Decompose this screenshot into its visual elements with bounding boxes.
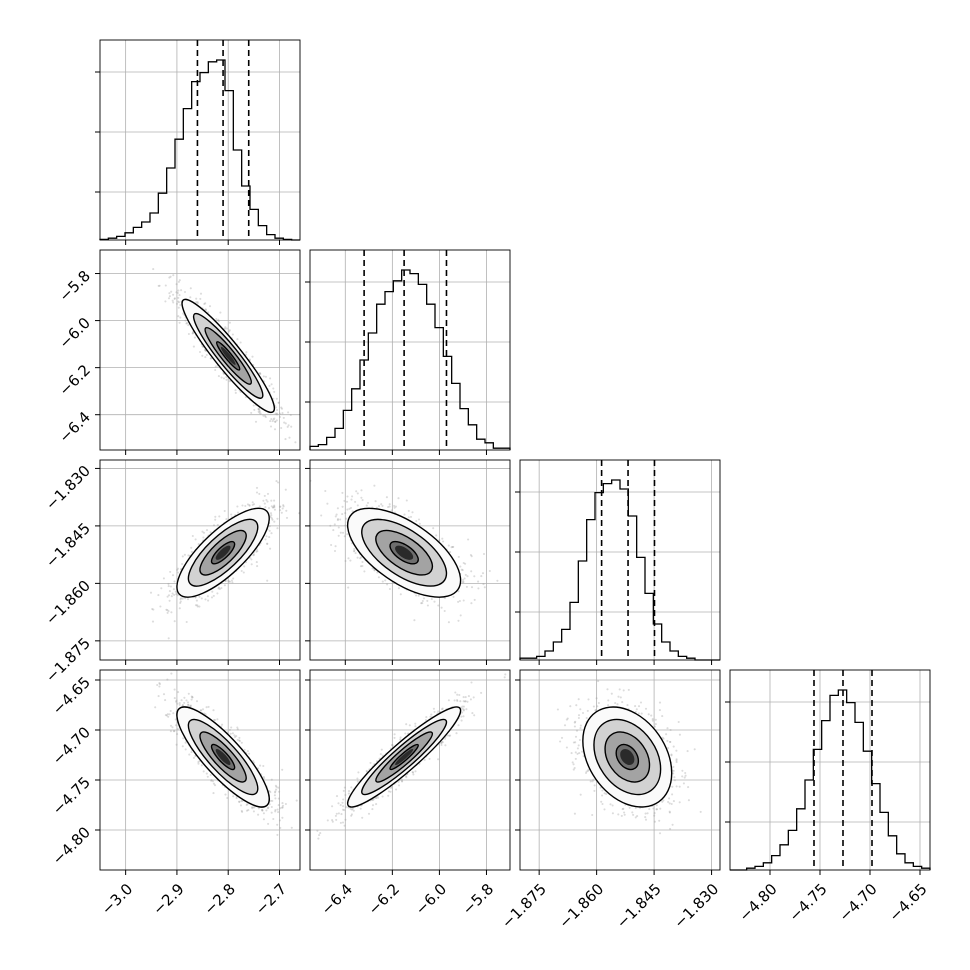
scatter-panel-2-3 bbox=[309, 459, 511, 661]
y-tick-label: −4.70 bbox=[49, 723, 94, 768]
contour-line bbox=[215, 341, 241, 371]
x-tick-label: −1.875 bbox=[498, 880, 550, 932]
x-tick-label: −3.0 bbox=[98, 880, 136, 918]
x-tick-label: −1.845 bbox=[613, 880, 665, 932]
x-tick-label: −4.70 bbox=[836, 880, 881, 925]
panel-frame bbox=[519, 669, 721, 871]
scatter-panel-2-4 bbox=[309, 669, 511, 871]
y-tick-label: −1.845 bbox=[42, 519, 94, 571]
scatter-panel-3-4 bbox=[519, 669, 721, 871]
contour-line bbox=[199, 529, 247, 576]
contour-line bbox=[176, 507, 270, 598]
contour-line bbox=[210, 743, 236, 771]
density-core bbox=[220, 346, 236, 365]
y-tick-label: −1.830 bbox=[42, 462, 94, 514]
histogram-panel-4 bbox=[725, 669, 931, 871]
contour-line bbox=[187, 518, 259, 587]
contour-line bbox=[199, 731, 247, 783]
histogram-steps bbox=[730, 689, 931, 871]
density-core bbox=[215, 748, 231, 766]
x-tick-label: −1.830 bbox=[670, 880, 722, 932]
contour-line bbox=[176, 706, 270, 808]
panel-frame bbox=[99, 669, 301, 871]
scatter-panel-1-2 bbox=[99, 249, 301, 451]
panel-frame bbox=[99, 39, 301, 241]
x-tick-label: −2.9 bbox=[149, 880, 187, 918]
contour-line bbox=[210, 540, 236, 565]
y-tick-label: −4.75 bbox=[49, 773, 94, 818]
panel-frame bbox=[309, 249, 511, 451]
x-tick-label: −6.2 bbox=[365, 880, 403, 918]
histogram-steps bbox=[519, 479, 720, 661]
histogram-steps bbox=[99, 59, 300, 241]
density-core bbox=[620, 748, 635, 766]
density-core bbox=[395, 748, 414, 766]
density-core bbox=[395, 545, 414, 560]
x-tick-label: −2.8 bbox=[200, 880, 238, 918]
x-tick-label: −4.75 bbox=[786, 880, 831, 925]
contour-line bbox=[615, 743, 640, 771]
histogram-panel-2 bbox=[305, 249, 511, 451]
y-tick-label: −6.2 bbox=[56, 361, 94, 399]
panel-frame bbox=[309, 459, 511, 661]
contour-line bbox=[361, 718, 448, 796]
panel-frame bbox=[99, 249, 301, 451]
contour-line bbox=[389, 743, 419, 771]
x-tick-label: −6.4 bbox=[318, 880, 356, 918]
contour-line bbox=[375, 529, 434, 576]
density-core bbox=[215, 545, 231, 560]
panel-frame bbox=[519, 459, 721, 661]
panel-frame bbox=[309, 669, 511, 871]
contour-line bbox=[582, 706, 673, 808]
scatter-panel-1-4 bbox=[99, 669, 301, 871]
panel-frame bbox=[729, 669, 931, 871]
contour-line bbox=[187, 718, 259, 796]
x-tick-label: −4.80 bbox=[736, 880, 781, 925]
contour-line bbox=[346, 706, 462, 808]
contour-line bbox=[192, 312, 264, 399]
contour-line bbox=[604, 731, 651, 783]
histogram-steps bbox=[309, 269, 511, 450]
contour-line bbox=[181, 298, 276, 414]
x-tick-label: −5.8 bbox=[459, 880, 497, 918]
contour-line bbox=[389, 540, 419, 565]
contour-line bbox=[593, 718, 662, 796]
scatter-panel-1-3 bbox=[99, 459, 301, 661]
x-tick-label: −6.0 bbox=[412, 880, 450, 918]
panel-frame bbox=[99, 459, 301, 661]
x-tick-label: −1.860 bbox=[555, 880, 607, 932]
y-tick-label: −6.0 bbox=[56, 314, 94, 352]
histogram-panel-3 bbox=[515, 459, 721, 661]
y-tick-label: −1.860 bbox=[42, 577, 94, 629]
contour-line bbox=[346, 507, 462, 598]
y-tick-label: −4.80 bbox=[49, 823, 94, 868]
y-tick-label: −5.8 bbox=[56, 267, 94, 305]
contour-line bbox=[361, 518, 448, 587]
histogram-panel-1 bbox=[95, 39, 301, 241]
x-tick-label: −4.65 bbox=[886, 880, 931, 925]
x-tick-label: −2.7 bbox=[252, 880, 290, 918]
y-tick-label: −6.4 bbox=[56, 408, 94, 446]
contour-line bbox=[204, 326, 252, 385]
contour-line bbox=[375, 731, 434, 783]
